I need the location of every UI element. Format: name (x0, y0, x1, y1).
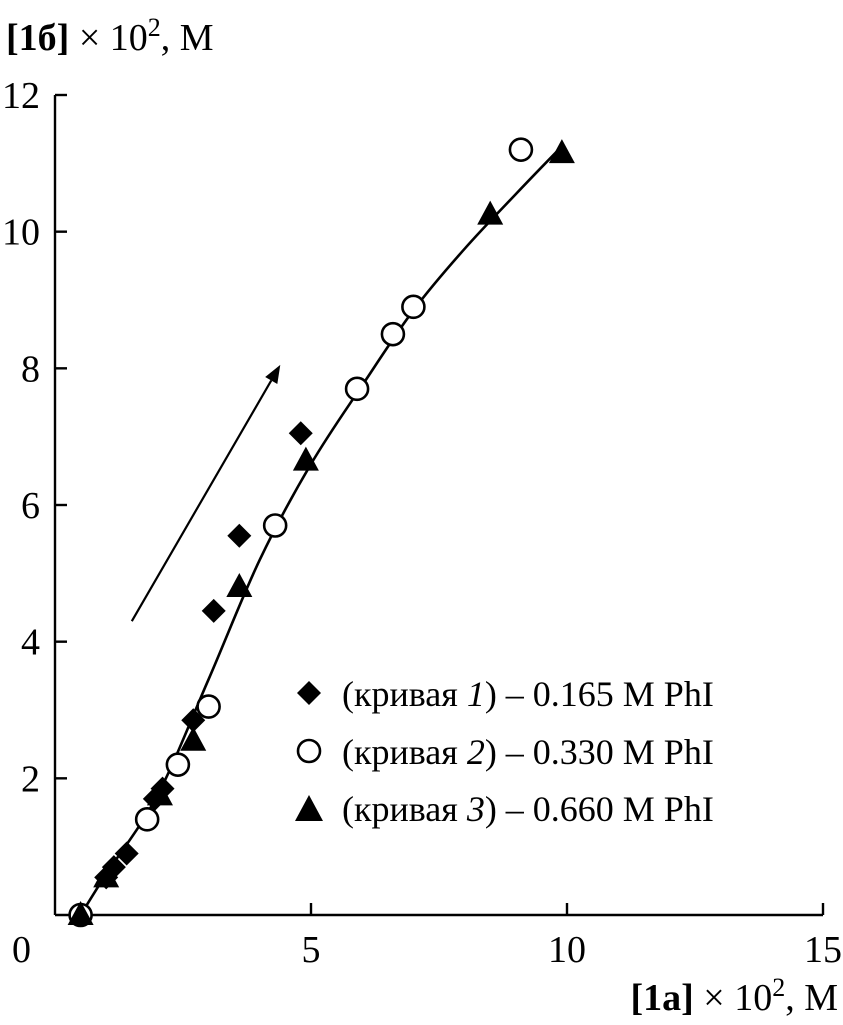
trend-arrow-group (130, 364, 281, 622)
y-tick-label: 8 (21, 348, 40, 390)
legend-item-1: (кривая 1) – 0.165 M PhI (297, 674, 714, 714)
y-tick-label: 4 (21, 622, 40, 664)
y-tick-label: 10 (2, 212, 40, 254)
data-point-circle (134, 807, 160, 832)
legend-label-1-num: 1 (467, 674, 485, 714)
series-1 (68, 421, 313, 927)
y-axis-label-unit: , M (161, 17, 214, 59)
legend-label-1-pre: (кривая (342, 674, 467, 714)
x-axis-label: [1a] × 102, M (630, 973, 838, 1019)
legend-item-2: (кривая 2) – 0.330 M PhI (296, 732, 714, 772)
data-markers (67, 137, 575, 928)
legend-label-3-pre: (кривая (342, 789, 467, 829)
x-ticks: 0 5 10 15 (12, 903, 842, 971)
data-point-diamond (114, 841, 139, 866)
x-tick-label: 15 (804, 929, 842, 971)
x-axis-label-rest: × 10 (694, 977, 772, 1019)
data-point-triangle (292, 446, 319, 471)
legend-label-3: (кривая 3) – 0.660 M PhI (342, 789, 714, 829)
data-point-circle (401, 294, 426, 320)
x-axis-label-sup: 2 (772, 973, 785, 1002)
data-point-triangle (93, 863, 120, 888)
data-point-triangle (146, 781, 173, 806)
data-point-diamond (201, 598, 226, 623)
legend-label-3-num: 3 (466, 789, 485, 829)
data-point-diamond (227, 523, 252, 548)
data-point-triangle (226, 573, 253, 597)
data-point-circle (380, 321, 406, 347)
x-tick-label: 0 (12, 929, 31, 971)
legend-label-1: (кривая 1) – 0.165 M PhI (342, 674, 714, 714)
x-axis-label-unit: , M (785, 977, 838, 1019)
y-ticks: 2 4 6 8 10 12 (2, 75, 67, 800)
data-point-triangle (477, 200, 504, 225)
y-tick-label: 12 (2, 75, 40, 117)
y-axis-label-var: [1б] (6, 17, 69, 59)
data-point-circle (262, 513, 288, 538)
y-tick-label: 6 (21, 485, 40, 527)
legend-triangle-marker (295, 795, 323, 821)
legend-label-3-post: ) – 0.660 M PhI (485, 789, 714, 829)
legend-label-2-pre: (кривая (342, 732, 467, 772)
y-axis-label-sup: 2 (148, 13, 161, 42)
legend-item-3: (кривая 3) – 0.660 M PhI (295, 789, 714, 829)
legend-label-1-post: ) – 0.165 M PhI (485, 674, 714, 714)
y-axis-label-rest: × 10 (69, 17, 147, 59)
y-tick-label: 2 (21, 758, 40, 800)
data-point-triangle (67, 901, 94, 925)
data-point-circle (344, 376, 370, 402)
series-3 (67, 139, 575, 925)
legend-label-2: (кривая 2) – 0.330 M PhI (342, 732, 714, 772)
data-point-triangle (180, 726, 207, 751)
legend-label-2-num: 2 (467, 732, 485, 772)
trend-arrow-line (130, 379, 273, 622)
data-point-circle (508, 137, 534, 162)
data-point-circle (165, 752, 191, 777)
legend-label-2-post: ) – 0.330 M PhI (485, 732, 714, 772)
legend-diamond-marker (297, 681, 321, 705)
data-point-circle (196, 694, 221, 719)
x-tick-label: 5 (302, 929, 321, 971)
trend-arrow-head (265, 364, 281, 385)
x-axis-label-var: [1a] (630, 977, 693, 1019)
y-axis-label: [1б] × 102, M (6, 13, 214, 59)
data-point-triangle (548, 139, 575, 164)
x-tick-label: 10 (548, 929, 586, 971)
legend: (кривая 1) – 0.165 M PhI (кривая 2) – 0.… (295, 674, 714, 829)
data-point-diamond (288, 421, 313, 446)
legend-circle-marker (296, 738, 322, 764)
